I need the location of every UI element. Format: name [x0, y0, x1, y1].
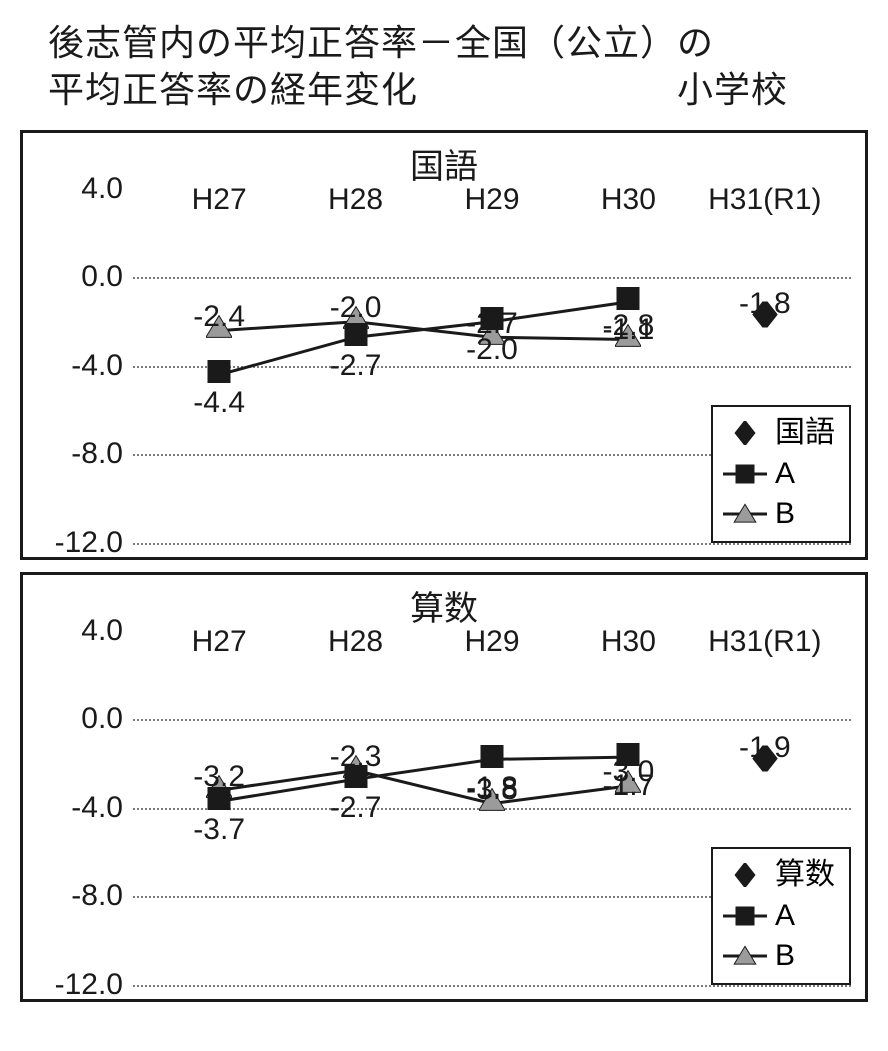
legend-label: 算数	[775, 855, 835, 896]
square-marker	[479, 743, 505, 774]
title-line-2-right: 小学校	[677, 67, 788, 114]
legend-item: B	[723, 936, 835, 977]
triangle-icon	[723, 944, 767, 968]
chart-title: 算数	[23, 575, 865, 630]
y-tick-label: 4.0	[23, 614, 123, 648]
chart-title: 国語	[23, 133, 865, 188]
legend-label: B	[775, 494, 795, 535]
data-label: -2.4	[193, 300, 245, 334]
y-tick-label: 0.0	[23, 260, 123, 294]
legend: 国語AB	[711, 405, 851, 543]
diamond-icon	[723, 863, 767, 887]
data-label: -2.3	[330, 740, 382, 774]
data-label: -1.9	[739, 731, 791, 765]
y-tick-label: -8.0	[23, 879, 123, 913]
y-tick-label: 0.0	[23, 702, 123, 736]
grid-line	[133, 543, 851, 545]
title-line-1: 後志管内の平均正答率－全国（公立）の	[48, 20, 868, 67]
legend: 算数AB	[711, 847, 851, 985]
y-tick-label: -12.0	[23, 526, 123, 560]
legend-item: 国語	[723, 413, 835, 454]
data-label: -2.7	[330, 349, 382, 383]
plot-area: 4.00.0-4.0-8.0-12.0H27H28H29H30H31(R1)-2…	[133, 189, 851, 543]
triangle-icon	[723, 502, 767, 526]
legend-label: A	[775, 896, 795, 937]
grid-line	[133, 985, 851, 987]
square-marker	[206, 359, 232, 390]
data-label: -2.0	[466, 333, 518, 367]
legend-item: A	[723, 896, 835, 937]
data-label: -3.2	[193, 760, 245, 794]
data-label: -1.8	[739, 287, 791, 321]
y-tick-label: 4.0	[23, 172, 123, 206]
legend-label: A	[775, 454, 795, 495]
data-label: -1.7	[603, 769, 655, 803]
data-label: -1.8	[466, 771, 518, 805]
legend-label: B	[775, 936, 795, 977]
square-icon	[723, 904, 767, 928]
data-label: -3.7	[193, 813, 245, 847]
legend-label: 国語	[775, 413, 835, 454]
data-label: -4.4	[193, 386, 245, 420]
chart-panel: 算数4.00.0-4.0-8.0-12.0H27H28H29H30H31(R1)…	[20, 572, 868, 1002]
legend-item: A	[723, 454, 835, 495]
square-marker	[343, 321, 369, 352]
y-tick-label: -4.0	[23, 349, 123, 383]
data-label: -1.1	[603, 313, 655, 347]
title-line-2-left: 平均正答率の経年変化	[48, 67, 418, 114]
data-label: -2.7	[330, 791, 382, 825]
data-label: -2.0	[330, 291, 382, 325]
y-tick-label: -8.0	[23, 437, 123, 471]
square-icon	[723, 462, 767, 486]
legend-item: B	[723, 494, 835, 535]
chart-panel: 国語4.00.0-4.0-8.0-12.0H27H28H29H30H31(R1)…	[20, 130, 868, 560]
legend-item: 算数	[723, 855, 835, 896]
diamond-icon	[723, 421, 767, 445]
y-tick-label: -12.0	[23, 968, 123, 1002]
plot-area: 4.00.0-4.0-8.0-12.0H27H28H29H30H31(R1)-3…	[133, 631, 851, 985]
y-tick-label: -4.0	[23, 791, 123, 825]
main-title: 後志管内の平均正答率－全国（公立）の 平均正答率の経年変化 小学校	[48, 20, 868, 114]
